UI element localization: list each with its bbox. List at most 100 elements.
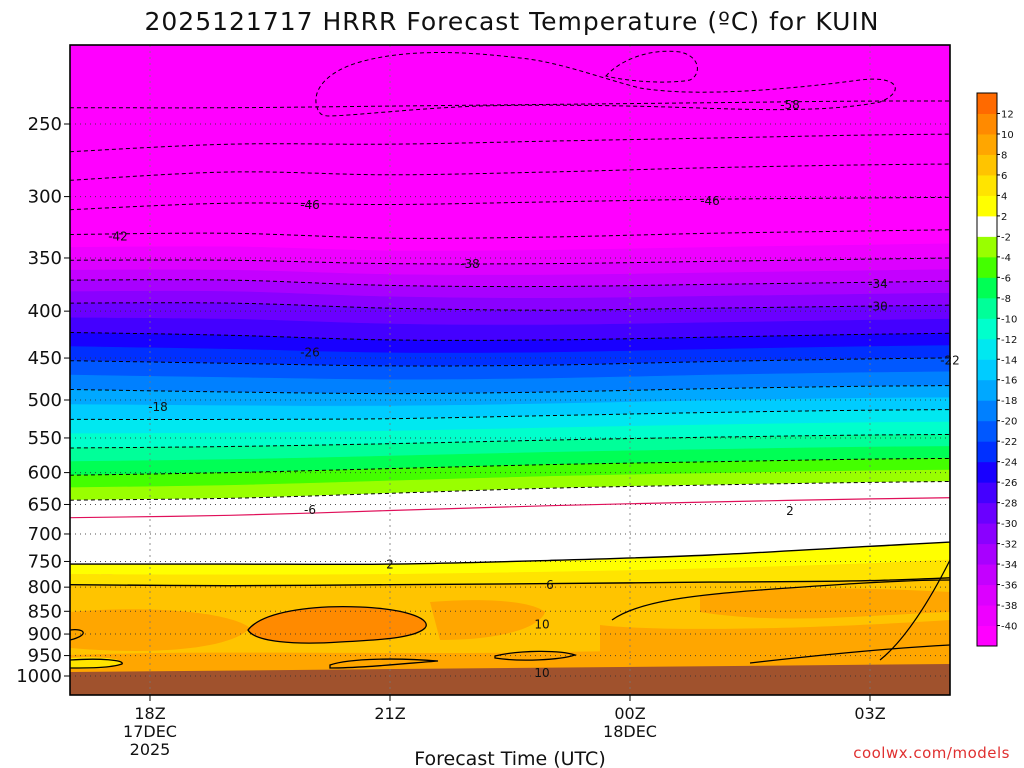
colorbar-swatch — [977, 523, 997, 545]
y-tick-label: 250 — [28, 114, 62, 135]
colorbar-swatch — [977, 338, 997, 360]
contour-label: 10 — [534, 666, 549, 680]
isotherm-line — [70, 196, 950, 211]
y-tick-label: 500 — [28, 390, 62, 411]
chart-title: 2025121717 HRRR Forecast Temperature (ºC… — [144, 7, 879, 36]
contour-label: -38 — [460, 257, 480, 271]
isotherm-line — [70, 357, 950, 367]
colorbar-swatch — [977, 420, 997, 442]
colorbar-tick-label: -14 — [1001, 355, 1017, 366]
x-axis-label: Forecast Time (UTC) — [414, 748, 605, 768]
colorbar-tick-label: -36 — [1001, 581, 1017, 592]
colorbar-tick-label: -2 — [1001, 232, 1011, 243]
y-tick-label: 600 — [28, 463, 62, 484]
colorbar-swatch — [977, 318, 997, 340]
y-tick-label: 400 — [28, 301, 62, 322]
x-tick-sublabel: 17DEC — [123, 722, 177, 741]
colorbar-tick-label: -4 — [1001, 253, 1011, 264]
colorbar-tick-label: -24 — [1001, 458, 1017, 469]
contour-label: 2 — [786, 504, 794, 518]
isotherm-contour-layer — [70, 50, 950, 669]
plot-frame — [69, 44, 951, 696]
isotherm-line — [70, 279, 950, 288]
freezing-line — [70, 497, 950, 519]
colorbar-swatch — [977, 154, 997, 176]
colorbar-swatch — [977, 502, 997, 524]
colorbar-frame — [976, 92, 998, 647]
isotherm-line — [70, 629, 84, 641]
contour-label: -34 — [868, 277, 888, 291]
colorbar-tick-label: -40 — [1001, 622, 1017, 633]
colorbar-tick-label: 6 — [1001, 171, 1007, 182]
contour-label: -46 — [700, 194, 720, 208]
contour-label: -18 — [148, 400, 168, 414]
colorbar-tick-label: -34 — [1001, 560, 1017, 571]
isotherm-line — [70, 133, 950, 153]
colorbar-tick-label: -20 — [1001, 417, 1017, 428]
colorbar-swatch — [977, 359, 997, 381]
isotherm-line — [70, 385, 950, 395]
warm-pocket — [700, 588, 950, 619]
isotherm-line — [70, 409, 950, 420]
warm-pocket — [430, 600, 545, 640]
y-tick-label: 750 — [28, 551, 62, 572]
colorbar-swatch — [977, 441, 997, 463]
x-tick-label: 00Z — [614, 704, 645, 723]
colorbar-tick-label: -32 — [1001, 540, 1017, 551]
isotherm-line — [70, 434, 950, 449]
contour-label: 6 — [546, 578, 554, 592]
y-tick-label: 1000 — [16, 666, 62, 687]
colorbar-swatch — [977, 297, 997, 319]
colorbar-tick-label: -18 — [1001, 396, 1017, 407]
warm-pocket — [70, 609, 250, 651]
y-tick-label: 700 — [28, 524, 62, 545]
isotherm-line — [879, 559, 950, 661]
contour-label: -26 — [300, 345, 320, 359]
contour-label: -46 — [300, 198, 320, 212]
isotherm-line — [70, 332, 950, 341]
colorbar-tick-label: -8 — [1001, 294, 1011, 305]
y-tick-label: 650 — [28, 494, 62, 515]
colorbar-swatch — [977, 379, 997, 401]
colorbar-swatch — [977, 400, 997, 422]
colorbar-swatch — [977, 564, 997, 586]
temperature-colorbar: -40-38-36-34-32-30-28-26-24-22-20-18-16-… — [976, 92, 1017, 647]
colorbar-swatch — [977, 195, 997, 217]
colorbar-swatch — [977, 256, 997, 278]
isotherm-line — [315, 52, 896, 117]
y-tick-label: 850 — [28, 601, 62, 622]
colorbar-swatch — [977, 482, 997, 504]
colorbar-tick-label: 2 — [1001, 212, 1007, 223]
colorbar-swatch — [977, 93, 997, 114]
colorbar-tick-label: -28 — [1001, 499, 1017, 510]
colorbar-tick-label: -6 — [1001, 273, 1011, 284]
colorbar-swatch — [977, 543, 997, 565]
contour-label: -6 — [304, 503, 316, 517]
colorbar-tick-label: -30 — [1001, 519, 1017, 530]
y-tick-label: 800 — [28, 577, 62, 598]
isotherm-line — [70, 480, 950, 501]
isotherm-line — [605, 50, 698, 83]
isotherm-line — [494, 650, 578, 661]
y-tick-label: 350 — [28, 248, 62, 269]
y-tick-label: 550 — [28, 428, 62, 449]
colorbar-tick-label: -16 — [1001, 376, 1017, 387]
ground-surface — [70, 664, 950, 695]
colorbar-tick-label: -26 — [1001, 478, 1017, 489]
x-tick-sublabel: 18DEC — [603, 722, 657, 741]
isotherm-line — [70, 302, 950, 311]
colorbar-swatch — [977, 215, 997, 237]
x-tick-label: 21Z — [374, 704, 405, 723]
y-tick-label: 300 — [28, 187, 62, 208]
colorbar-swatch — [977, 625, 997, 647]
warm-pocket — [248, 606, 427, 644]
ground-layer — [70, 664, 950, 695]
colorbar-tick-label: 12 — [1001, 109, 1014, 120]
x-tick-label: 03Z — [854, 704, 885, 723]
colorbar-swatch — [977, 113, 997, 135]
credit-text: coolwx.com/models — [853, 744, 1010, 762]
isotherm-line — [70, 577, 950, 587]
colorbar-swatch — [977, 174, 997, 196]
x-tick-sublabel: 2025 — [130, 740, 171, 759]
